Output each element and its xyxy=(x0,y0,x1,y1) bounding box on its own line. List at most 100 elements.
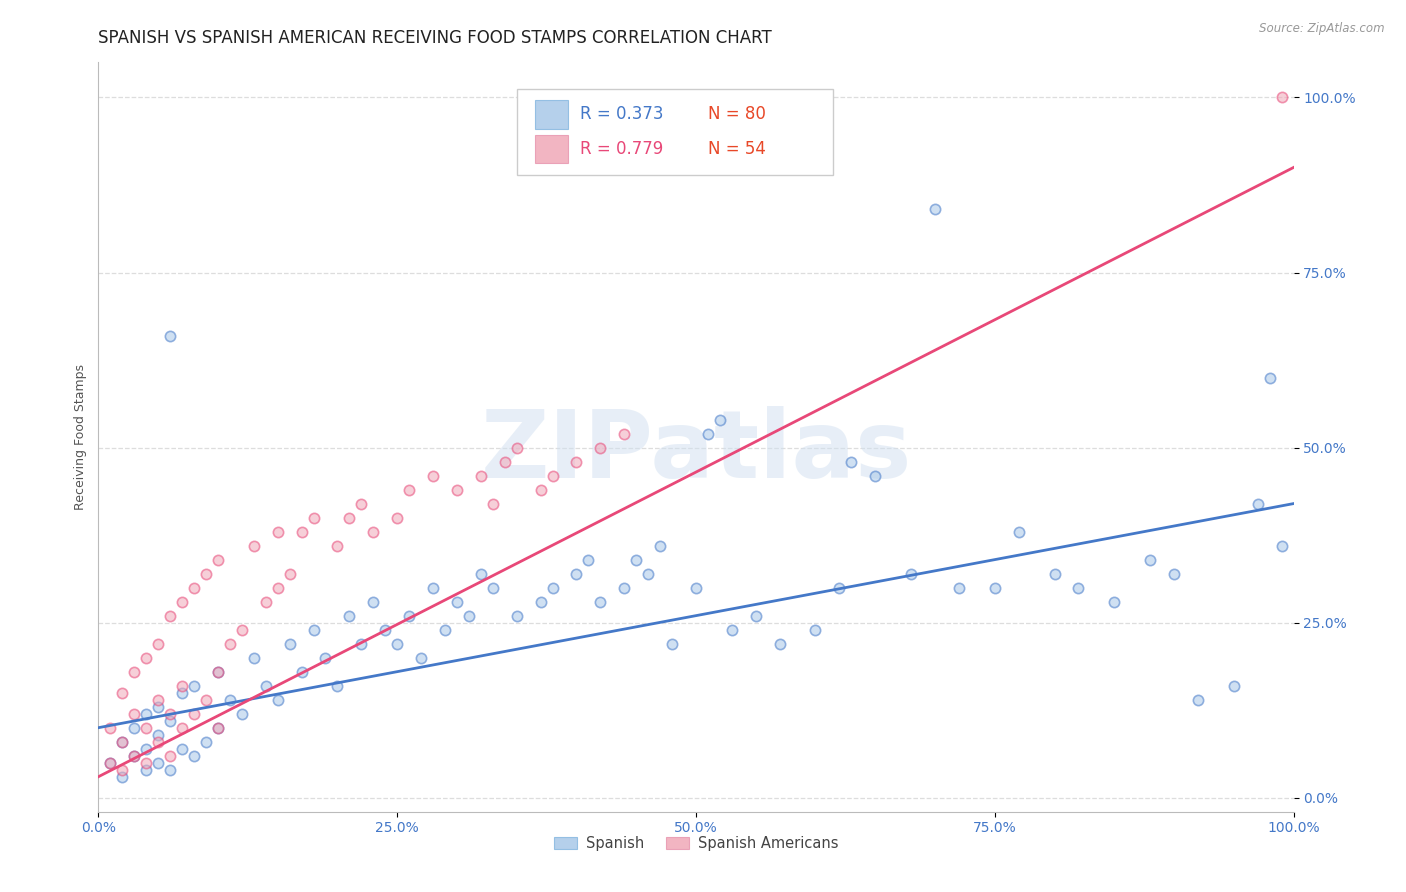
Point xyxy=(506,441,529,455)
Point xyxy=(648,539,672,553)
Point xyxy=(278,566,301,581)
Point xyxy=(159,714,181,728)
Point xyxy=(326,539,349,553)
Point xyxy=(172,594,194,608)
Point xyxy=(278,637,301,651)
Point xyxy=(613,426,636,441)
Text: N = 80: N = 80 xyxy=(709,105,766,123)
Point xyxy=(350,637,373,651)
Point xyxy=(339,510,361,524)
Text: SPANISH VS SPANISH AMERICAN RECEIVING FOOD STAMPS CORRELATION CHART: SPANISH VS SPANISH AMERICAN RECEIVING FO… xyxy=(98,29,772,47)
Point xyxy=(1008,524,1031,539)
Point xyxy=(267,524,290,539)
Point xyxy=(1043,566,1066,581)
Point xyxy=(302,510,325,524)
Point xyxy=(481,497,505,511)
Point xyxy=(1139,552,1161,566)
Point xyxy=(385,510,409,524)
Point xyxy=(124,706,146,721)
Point xyxy=(768,637,790,651)
Point xyxy=(183,748,205,763)
Point xyxy=(589,441,612,455)
Point xyxy=(411,650,433,665)
Point xyxy=(302,623,325,637)
Point xyxy=(697,426,720,441)
Point xyxy=(111,734,134,748)
Point xyxy=(721,623,744,637)
Point xyxy=(148,692,170,706)
Point xyxy=(804,623,827,637)
Point xyxy=(350,497,373,511)
Point xyxy=(219,637,242,651)
Y-axis label: Receiving Food Stamps: Receiving Food Stamps xyxy=(75,364,87,510)
Point xyxy=(434,623,457,637)
Point xyxy=(291,524,314,539)
Point xyxy=(254,679,277,693)
Point xyxy=(183,706,205,721)
Text: ZIPatlas: ZIPatlas xyxy=(481,406,911,498)
Point xyxy=(267,692,290,706)
Point xyxy=(98,756,122,770)
Point xyxy=(159,706,181,721)
Point xyxy=(207,665,229,679)
Legend: Spanish, Spanish Americans: Spanish, Spanish Americans xyxy=(548,830,844,857)
Point xyxy=(1067,581,1090,595)
Point xyxy=(530,483,553,497)
Point xyxy=(172,679,194,693)
Point xyxy=(267,581,290,595)
Point xyxy=(446,594,468,608)
Point xyxy=(195,566,218,581)
Point xyxy=(195,692,218,706)
Point xyxy=(124,748,146,763)
Point xyxy=(219,692,242,706)
Point xyxy=(541,581,564,595)
Point xyxy=(315,650,337,665)
Point xyxy=(135,721,157,735)
Point xyxy=(661,637,683,651)
Point xyxy=(207,721,229,735)
Point xyxy=(291,665,314,679)
Point xyxy=(243,650,266,665)
Point xyxy=(207,552,229,566)
Point xyxy=(422,468,444,483)
Point xyxy=(948,581,970,595)
Point xyxy=(124,665,146,679)
Point xyxy=(481,581,505,595)
Point xyxy=(613,581,636,595)
Point xyxy=(745,608,768,623)
Point xyxy=(135,650,157,665)
Point xyxy=(494,454,516,468)
Point xyxy=(148,637,170,651)
Point xyxy=(148,728,170,742)
Point xyxy=(374,623,396,637)
Point xyxy=(385,637,409,651)
Point xyxy=(589,594,612,608)
Point xyxy=(685,581,707,595)
Point xyxy=(207,665,229,679)
Point xyxy=(124,721,146,735)
Point xyxy=(159,328,181,343)
Point xyxy=(1258,370,1281,384)
Point xyxy=(148,734,170,748)
Point xyxy=(135,756,157,770)
Point xyxy=(626,552,648,566)
Point xyxy=(446,483,468,497)
Point xyxy=(565,454,588,468)
Point xyxy=(530,594,553,608)
Point xyxy=(159,608,181,623)
Point xyxy=(111,734,134,748)
Point xyxy=(148,756,170,770)
Text: N = 54: N = 54 xyxy=(709,140,766,158)
Point xyxy=(124,748,146,763)
Point xyxy=(183,679,205,693)
Point xyxy=(98,756,122,770)
Point xyxy=(900,566,922,581)
Point xyxy=(924,202,946,217)
Point xyxy=(159,748,181,763)
Point xyxy=(398,483,420,497)
Point xyxy=(1163,566,1185,581)
Point xyxy=(709,412,731,426)
Point xyxy=(637,566,659,581)
Point xyxy=(565,566,588,581)
Point xyxy=(1247,497,1270,511)
